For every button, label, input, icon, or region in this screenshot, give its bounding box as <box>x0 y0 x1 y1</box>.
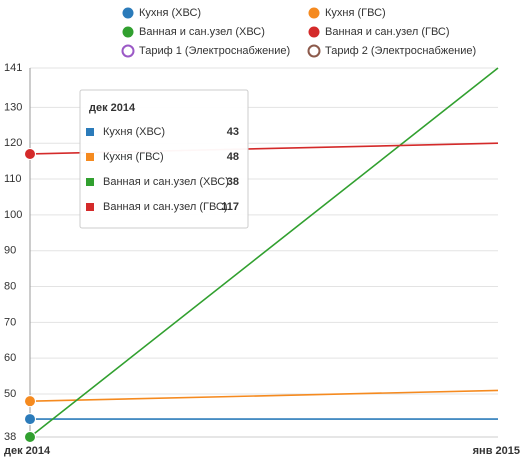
legend-label: Тариф 1 (Электроснабжение) <box>139 45 290 57</box>
series-line <box>29 67 499 438</box>
tooltip-value: 43 <box>227 126 239 138</box>
y-tick-label: 38 <box>4 431 16 443</box>
y-tick-label: 141 <box>4 62 22 74</box>
tooltip-swatch <box>86 153 94 161</box>
x-tick-label: янв 2015 <box>473 445 520 457</box>
legend-marker <box>308 26 320 38</box>
point <box>24 431 36 443</box>
legend-label: Ванная и сан.узел (ХВС) <box>139 26 265 38</box>
legend-marker <box>122 7 134 19</box>
y-tick-label: 110 <box>4 173 22 185</box>
y-tick-label: 130 <box>4 101 22 113</box>
x-tick-label: дек 2014 <box>4 445 51 457</box>
y-tick-label: 70 <box>4 316 16 328</box>
legend-label: Кухня (ХВС) <box>139 7 201 19</box>
legend-marker <box>121 44 135 58</box>
legend-marker <box>122 26 134 38</box>
tooltip-box <box>79 89 249 229</box>
legend-label: Кухня (ГВС) <box>325 7 386 19</box>
series-line <box>29 389 499 402</box>
y-tick-label: 50 <box>4 388 16 400</box>
y-tick-label: 90 <box>4 245 16 257</box>
y-tick-label: 60 <box>4 352 16 364</box>
legend-marker <box>308 7 320 19</box>
tooltip-swatch <box>86 128 94 136</box>
tooltip: дек 2014 Кухня (ХВС) 43 Кухня (ГВС) 48 Ванная… <box>79 89 249 229</box>
tooltip-value: 48 <box>227 151 239 163</box>
tooltip-swatch <box>86 178 94 186</box>
tooltip-value: 38 <box>227 176 239 188</box>
tooltip-label: Кухня (ГВС) <box>103 151 164 163</box>
point <box>24 413 36 426</box>
tooltip-title: дек 2014 <box>89 102 136 114</box>
tooltip-label: Кухня (ХВС) <box>103 126 165 138</box>
legend-marker <box>307 44 321 58</box>
tooltip-label: Ванная и сан.узел (ХВС) <box>103 176 229 188</box>
tooltip-swatch <box>86 203 94 211</box>
legend-label: Тариф 2 (Электроснабжение) <box>325 45 476 57</box>
y-tick-label: 80 <box>4 280 16 292</box>
y-tick-label: 100 <box>4 209 22 221</box>
point <box>24 147 36 160</box>
legend-label: Ванная и сан.узел (ГВС) <box>325 26 450 38</box>
y-tick-label: 120 <box>4 137 22 149</box>
tooltip-label: Ванная и сан.узел (ГВС) <box>103 201 228 213</box>
point <box>24 395 36 408</box>
tooltip-value: 117 <box>221 201 239 213</box>
